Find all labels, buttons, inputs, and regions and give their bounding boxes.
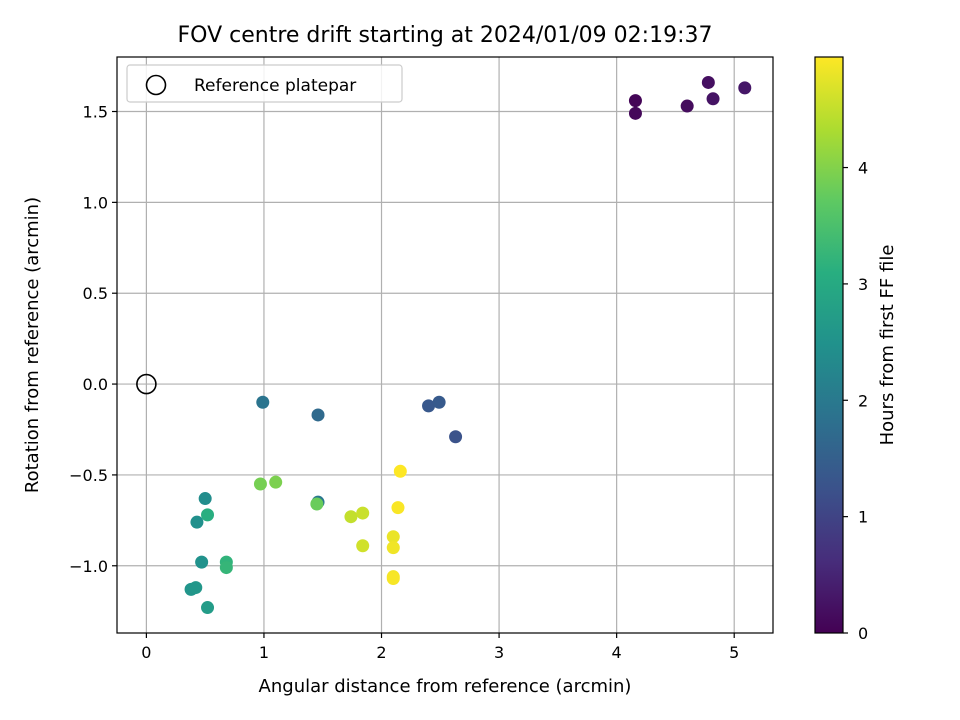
scatter-point [311,408,325,422]
colorbar-tick-label: 4 [858,159,868,178]
scatter-point [190,515,204,529]
scatter-point [310,497,324,511]
y-axis-label: Rotation from reference (arcmin) [22,197,43,493]
scatter-point [386,541,400,555]
scatter-point [706,92,720,106]
scatter-point [628,106,642,120]
legend-label: Reference platepar [194,76,356,96]
data-points [184,75,752,615]
scatter-point [201,601,215,615]
scatter-point [344,510,358,524]
x-tick-label: 3 [494,643,504,662]
scatter-point [201,508,215,522]
scatter-point [738,81,752,95]
scatter-point [195,555,209,569]
scatter-point [449,430,463,444]
scatter-point [253,477,267,491]
colorbar: 0 1 2 3 4 [814,56,868,643]
y-tick-label: 0.0 [83,375,108,394]
scatter-point [386,530,400,544]
legend-open-circle-icon [145,74,167,96]
colorbar-tick-label: 3 [858,275,868,294]
scatter-point [628,94,642,108]
scatter-point [256,395,270,409]
scatter-point [269,475,283,489]
x-tick-label: 2 [376,643,386,662]
scatter-point [422,399,436,413]
x-tick-label: 5 [729,643,739,662]
reference-platepar-marker [136,373,157,395]
legend: Reference platepar [126,64,403,103]
legend-box [126,64,403,103]
y-tick-label: −0.5 [69,466,108,485]
y-tick-label: −1.0 [69,557,108,576]
x-tick-label: 0 [141,643,151,662]
colorbar-label: Hours from first FF file [877,245,898,446]
colorbar-tick-label: 2 [858,391,868,410]
y-tick-label: 0.5 [83,284,108,303]
scatter-point [356,506,370,520]
x-tick-label: 4 [612,643,622,662]
scatter-point [701,75,715,89]
x-tick-label: 1 [259,643,269,662]
y-tick-label: 1.5 [83,103,108,122]
y-tick-label: 1.0 [83,193,108,212]
chart-title: FOV centre drift starting at 2024/01/09 … [178,23,713,48]
scatter-point [432,395,446,409]
x-axis-label: Angular distance from reference (arcmin) [259,676,632,697]
colorbar-tick-label: 0 [858,624,868,643]
plot-frame [116,56,774,634]
scatter-point [219,561,233,575]
scatter-point [189,581,203,595]
colorbar-tick-label: 1 [858,508,868,527]
colorbar-gradient [814,56,844,634]
plot-axes: 0 1 2 3 4 5 −1.0 −0.5 0.0 0.5 1.0 1.5 [69,56,774,662]
scatter-point [393,464,407,478]
scatter-point [391,501,405,515]
scatter-point [386,571,400,585]
scatter-point [198,492,212,506]
scatter-point [680,99,694,113]
scatter-point [356,539,370,553]
grid-lines [117,57,773,633]
